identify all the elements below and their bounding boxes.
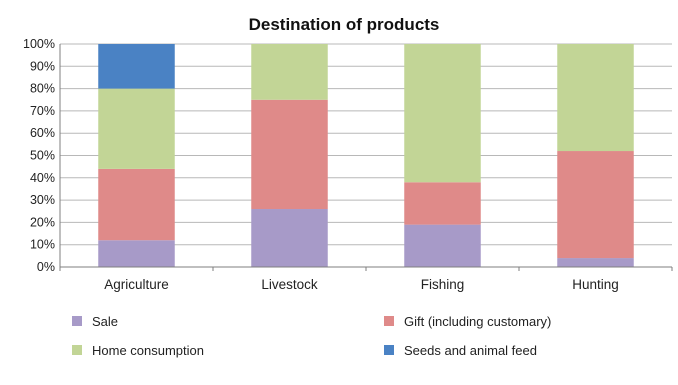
y-tick-label: 30% bbox=[30, 193, 55, 207]
x-tick-label: Agriculture bbox=[104, 277, 169, 292]
bar-segment bbox=[404, 224, 481, 267]
bar-segment bbox=[98, 168, 175, 241]
bar-segment bbox=[98, 88, 175, 169]
bar-segment bbox=[251, 44, 328, 100]
bar-segment bbox=[251, 99, 328, 210]
y-tick-label: 40% bbox=[30, 171, 55, 185]
legend-label: Seeds and animal feed bbox=[404, 343, 537, 358]
y-tick-label: 20% bbox=[30, 215, 55, 229]
bar-segment bbox=[404, 44, 481, 183]
bar-segment bbox=[557, 44, 634, 152]
bar-segment bbox=[404, 182, 481, 225]
y-tick-label: 80% bbox=[30, 82, 55, 96]
x-tick-label: Fishing bbox=[421, 277, 465, 292]
y-tick-label: 0% bbox=[37, 260, 55, 274]
bar-segment bbox=[557, 258, 634, 267]
y-tick-label: 100% bbox=[23, 37, 55, 51]
legend: Sale Gift (including customary) Home consu… bbox=[72, 314, 551, 358]
legend-swatch bbox=[384, 316, 394, 326]
axes: 0% 10% 20% 30% 40% 50% 60% 70% 80% 90% 100% Agricul… bbox=[23, 37, 673, 292]
bars bbox=[98, 44, 634, 267]
y-tick-label: 60% bbox=[30, 126, 55, 140]
y-tick-label: 50% bbox=[30, 149, 55, 163]
y-tick-label: 70% bbox=[30, 104, 55, 118]
legend-swatch bbox=[72, 316, 82, 326]
legend-item: Sale bbox=[72, 314, 118, 329]
legend-item: Gift (including customary) bbox=[384, 314, 551, 329]
y-tick-label: 90% bbox=[30, 59, 55, 73]
legend-swatch bbox=[384, 345, 394, 355]
chart-title: Destination of products bbox=[249, 15, 440, 34]
legend-item: Home consumption bbox=[72, 343, 204, 358]
legend-item: Seeds and animal feed bbox=[384, 343, 537, 358]
x-tick-label: Hunting bbox=[572, 277, 619, 292]
legend-label: Home consumption bbox=[92, 343, 204, 358]
y-tick-label: 10% bbox=[30, 238, 55, 252]
bar-segment bbox=[251, 209, 328, 267]
legend-swatch bbox=[72, 345, 82, 355]
x-tick-label: Livestock bbox=[261, 277, 318, 292]
bar-segment bbox=[557, 151, 634, 259]
legend-label: Gift (including customary) bbox=[404, 314, 551, 329]
legend-label: Sale bbox=[92, 314, 118, 329]
bar-segment bbox=[98, 240, 175, 267]
bar-segment bbox=[98, 44, 175, 89]
